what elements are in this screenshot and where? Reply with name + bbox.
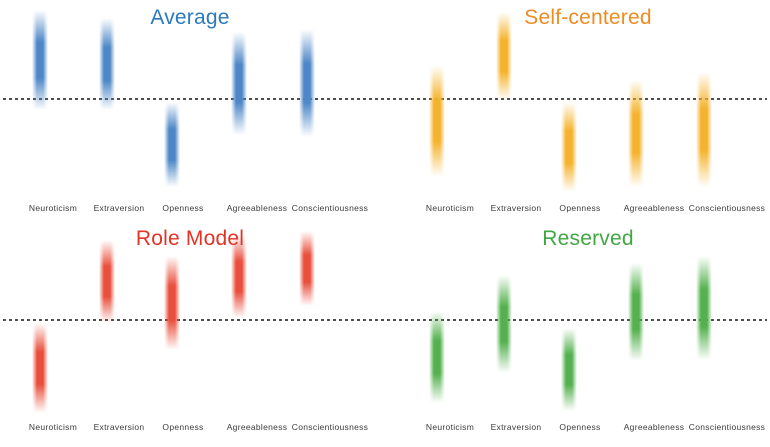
chart-title-average: Average: [150, 6, 230, 29]
axis-label-reserved-conscientiousness: Conscientiousness: [688, 422, 766, 432]
bar-average-neuroticism: [32, 10, 48, 110]
axis-label-average-neuroticism: Neuroticism: [28, 203, 78, 213]
axis-label-self-centered-openness: Openness: [559, 203, 601, 213]
bar-average-agreeableness: [231, 32, 247, 135]
bar-self-centered-extraversion: [496, 12, 512, 100]
bar-self-centered-agreeableness: [628, 80, 644, 187]
bar-self-centered-neuroticism: [429, 65, 445, 177]
axis-label-role-model-neuroticism: Neuroticism: [28, 422, 78, 432]
axis-label-self-centered-neuroticism: Neuroticism: [425, 203, 475, 213]
chart-title-reserved: Reserved: [542, 227, 634, 250]
axis-label-self-centered-extraversion: Extraversion: [490, 203, 542, 213]
bar-role-model-conscientiousness: [299, 231, 315, 306]
bar-reserved-neuroticism: [429, 311, 445, 403]
axis-label-average-extraversion: Extraversion: [93, 203, 145, 213]
bar-role-model-neuroticism: [32, 323, 48, 413]
axis-label-reserved-neuroticism: Neuroticism: [425, 422, 475, 432]
bar-role-model-extraversion: [99, 240, 115, 323]
axis-label-role-model-openness: Openness: [162, 422, 204, 432]
bar-reserved-openness: [561, 328, 577, 411]
axis-label-self-centered-conscientiousness: Conscientiousness: [688, 203, 766, 213]
bar-role-model-agreeableness: [231, 235, 247, 318]
axis-label-average-openness: Openness: [162, 203, 204, 213]
bar-role-model-openness: [164, 256, 180, 350]
axis-label-role-model-agreeableness: Agreeableness: [226, 422, 288, 432]
axis-label-self-centered-agreeableness: Agreeableness: [623, 203, 685, 213]
bar-reserved-extraversion: [496, 275, 512, 373]
average-baseline-row2: [3, 319, 767, 321]
bar-average-conscientiousness: [299, 29, 315, 137]
axis-label-role-model-extraversion: Extraversion: [93, 422, 145, 432]
axis-label-role-model-conscientiousness: Conscientiousness: [291, 422, 369, 432]
axis-label-reserved-openness: Openness: [559, 422, 601, 432]
average-baseline-row1: [3, 98, 767, 100]
bar-reserved-conscientiousness: [696, 256, 712, 360]
bar-average-openness: [164, 102, 180, 187]
chart-title-self-centered: Self-centered: [524, 6, 652, 29]
bar-self-centered-conscientiousness: [696, 72, 712, 187]
axis-label-reserved-extraversion: Extraversion: [490, 422, 542, 432]
axis-label-average-conscientiousness: Conscientiousness: [291, 203, 369, 213]
axis-label-average-agreeableness: Agreeableness: [226, 203, 288, 213]
bar-reserved-agreeableness: [628, 263, 644, 361]
bar-average-extraversion: [99, 18, 115, 110]
bar-self-centered-openness: [561, 102, 577, 192]
chart-title-role-model: Role Model: [135, 227, 245, 250]
axis-label-reserved-agreeableness: Agreeableness: [623, 422, 685, 432]
